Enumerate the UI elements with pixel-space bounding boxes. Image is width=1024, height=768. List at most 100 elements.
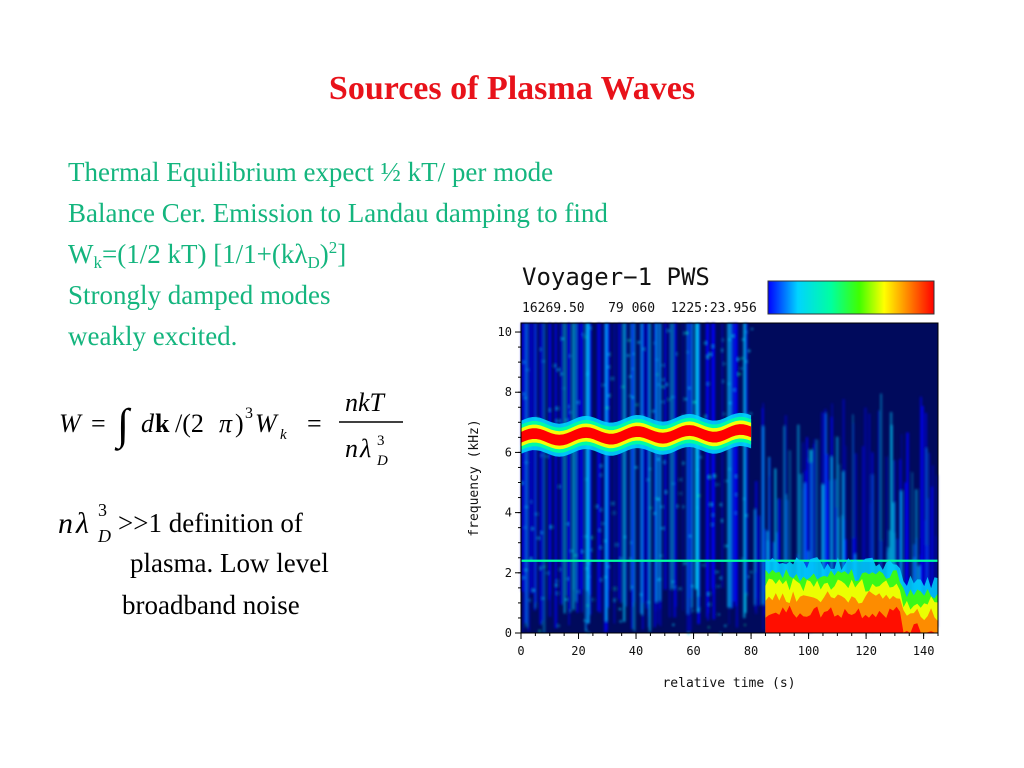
eq-denom-sub: D — [376, 453, 388, 469]
noise-speck — [721, 519, 723, 522]
noise-streak — [563, 323, 566, 614]
noise-streak — [932, 465, 934, 605]
noise-speck — [657, 458, 660, 461]
noise-speck — [713, 474, 716, 477]
noise-speck — [630, 541, 632, 544]
noise-speck — [693, 401, 696, 404]
crit-n: n — [58, 507, 73, 540]
noise-speck — [659, 554, 662, 557]
noise-streak — [597, 323, 600, 612]
noise-speck — [629, 375, 632, 378]
noise-streak — [607, 323, 610, 608]
noise-streak — [721, 323, 724, 589]
noise-streak — [915, 489, 918, 596]
noise-speck — [735, 493, 738, 496]
voyager-spectrogram: Voyager−1 PWS 16269.50 79 060 1225:23.95… — [462, 255, 1022, 695]
noise-speck — [672, 623, 675, 626]
noise-speck — [751, 328, 754, 330]
noise-streak — [688, 323, 691, 599]
noise-streak — [682, 323, 684, 611]
noise-streak — [617, 323, 620, 600]
y-tick-label: 8 — [505, 385, 512, 399]
eq-W: W — [59, 409, 83, 438]
energy-equation: W = ∫ d k /(2 π ) 3 W k = nkT n λ 3 D — [55, 385, 415, 475]
crit-line-2: plasma. Low level — [130, 548, 329, 578]
noise-speck — [672, 482, 675, 485]
noise-speck — [675, 353, 678, 355]
noise-streak — [762, 403, 764, 631]
noise-speck — [619, 620, 622, 623]
noise-streak — [743, 323, 746, 619]
noise-streak — [835, 507, 838, 602]
noise-speck — [537, 537, 540, 540]
noise-speck — [590, 549, 593, 552]
noise-speck — [585, 567, 588, 570]
noise-speck — [591, 536, 594, 539]
noise-streak — [892, 502, 895, 598]
noise-speck — [546, 572, 549, 575]
noise-speck — [587, 562, 590, 565]
noise-speck — [657, 578, 660, 581]
noise-streak — [804, 470, 807, 624]
noise-speck — [600, 508, 603, 511]
noise-speck — [707, 382, 709, 385]
noise-streak — [911, 472, 913, 601]
noise-speck — [559, 568, 562, 571]
noise-speck — [708, 476, 711, 478]
x-tick-label: 140 — [913, 644, 935, 658]
noise-speck — [727, 382, 730, 385]
noise-speck — [540, 531, 543, 534]
noise-speck — [561, 337, 564, 340]
noise-streak — [745, 323, 747, 593]
noise-speck — [528, 599, 531, 602]
noise-speck — [718, 613, 720, 616]
noise-streak — [734, 323, 738, 607]
noise-speck — [523, 361, 526, 364]
noise-speck — [607, 565, 610, 568]
noise-speck — [585, 629, 588, 632]
noise-streak — [566, 323, 570, 596]
noise-streak — [580, 323, 584, 590]
noise-speck — [721, 349, 724, 352]
noise-speck — [539, 348, 542, 351]
noise-speck — [696, 468, 699, 471]
eq-d: d — [141, 409, 155, 438]
noise-speck — [657, 498, 660, 501]
noise-streak — [777, 498, 781, 595]
noise-speck — [525, 569, 528, 571]
noise-streak — [783, 426, 785, 623]
noise-speck — [521, 482, 524, 485]
x-tick-label: 60 — [686, 644, 700, 658]
noise-speck — [703, 415, 706, 418]
noise-streak — [696, 323, 699, 597]
crit-line-3: broadband noise — [122, 590, 300, 620]
noise-speck — [548, 409, 551, 412]
noise-streak — [836, 436, 839, 622]
noise-speck — [585, 478, 587, 481]
noise-streak — [727, 323, 730, 608]
noise-speck — [685, 332, 688, 334]
noise-speck — [719, 577, 722, 579]
noise-speck — [602, 384, 605, 387]
noise-streak — [731, 323, 734, 609]
noise-speck — [704, 342, 707, 344]
noise-speck — [586, 371, 589, 374]
noise-speck — [667, 329, 670, 332]
noise-speck — [745, 514, 748, 517]
noise-streak — [880, 393, 882, 590]
noise-streak — [527, 323, 530, 632]
noise-speck — [647, 478, 650, 481]
crit-lambda: λ — [75, 507, 89, 540]
noise-streak — [555, 323, 558, 629]
noise-streak — [924, 520, 926, 589]
noise-streak — [838, 464, 840, 601]
noise-streak — [816, 439, 818, 590]
noise-speck — [619, 608, 621, 611]
noise-speck — [712, 514, 714, 516]
x-axis-label: relative time (s) — [662, 676, 795, 691]
noise-speck — [711, 345, 714, 348]
noise-streak — [533, 323, 536, 611]
noise-streak — [728, 323, 730, 625]
noise-streak — [855, 453, 857, 608]
noise-speck — [750, 412, 752, 415]
